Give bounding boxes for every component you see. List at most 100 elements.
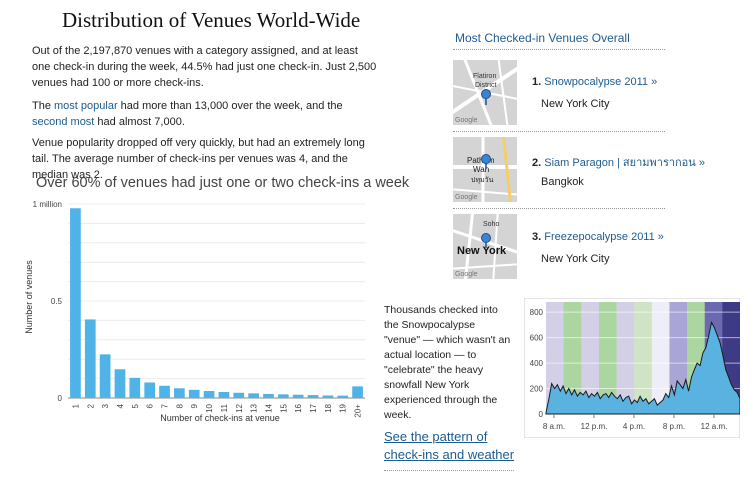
intro-paragraph: Out of the 2,197,870 venues with a categ… <box>32 45 377 89</box>
bar-x-tick-label: 3 <box>101 403 110 408</box>
bar-14[interactable] <box>263 393 274 398</box>
weather-band <box>598 302 618 414</box>
bar-18[interactable] <box>322 395 334 398</box>
bar-x-tick-label: 13 <box>250 403 259 412</box>
venue-3-rank: 3. <box>532 231 542 243</box>
map3-label-2: New York <box>457 245 507 257</box>
page-title: Distribution of Venues World-Wide <box>62 8 361 32</box>
checkins-weather-link[interactable]: See the pattern of check-ins and weather <box>384 429 515 462</box>
bar-x-axis-label: Number of check-ins at venue <box>160 413 280 423</box>
area-y-tick-label: 200 <box>530 385 544 394</box>
bar-x-tick-label: 17 <box>309 403 318 412</box>
venue-map-1[interactable]: Flatiron District Google <box>453 60 517 125</box>
bar-6[interactable] <box>144 382 156 398</box>
bar-20+[interactable] <box>352 386 363 398</box>
map-pin-icon <box>481 89 491 105</box>
bar-x-tick-label: 18 <box>324 403 333 412</box>
weather-band <box>669 302 688 414</box>
bar-1[interactable] <box>70 208 81 398</box>
bar-x-tick-label: 14 <box>264 403 273 412</box>
bar-x-tick-label: 2 <box>86 403 95 408</box>
bar-x-tick-label: 20+ <box>354 404 363 418</box>
link-divider <box>384 470 514 471</box>
snowpocalypse-caption: Thousands checked into the Snowpocalypse… <box>384 304 511 421</box>
bar-10[interactable] <box>203 391 215 398</box>
weather-band <box>651 302 670 414</box>
bar-19[interactable] <box>337 395 349 398</box>
bar-x-tick-label: 19 <box>339 403 348 412</box>
weather-band <box>616 302 635 414</box>
tail-paragraph: Venue popularity dropped off very quickl… <box>32 137 365 181</box>
weather-band <box>546 302 565 414</box>
bar-x-tick-label: 16 <box>294 403 303 412</box>
bar-x-tick-label: 15 <box>279 403 288 412</box>
bar-9[interactable] <box>188 389 200 398</box>
bar-17[interactable] <box>307 395 319 398</box>
map3-label-1: Soho <box>483 221 499 228</box>
bar-7[interactable] <box>159 385 170 398</box>
checkins-area-chart[interactable]: 0 200 400 600 800 8 a.m. 12 p.m. 4 p.m. 8 p.m. 1… <box>524 298 740 438</box>
venue-map-2[interactable]: Pathum Wan ปทุมวัน Google <box>453 137 517 202</box>
checkins-area <box>545 320 740 415</box>
bar-8[interactable] <box>174 388 185 398</box>
google-logo: Google <box>455 117 478 124</box>
map2-label-2: Wan <box>473 165 489 174</box>
bar-16[interactable] <box>292 394 304 398</box>
venue-2-rank: 2. <box>532 157 542 169</box>
area-y-tick-label: 400 <box>530 359 544 368</box>
area-y-tick-label: 0 <box>539 410 544 419</box>
bar-15[interactable] <box>277 394 289 398</box>
area-x-tick-label: 12 p.m. <box>581 422 608 431</box>
venue-divider <box>453 208 665 209</box>
area-x-tick-label: 8 p.m. <box>663 422 685 431</box>
bar-chart-title: Over 60% of venues had just one or two c… <box>36 175 410 191</box>
bar-11[interactable] <box>218 391 230 398</box>
bar-12[interactable] <box>233 392 245 398</box>
bar-2[interactable] <box>84 319 96 398</box>
bar-13[interactable] <box>248 393 259 398</box>
map-pin-icon <box>481 233 491 248</box>
google-logo: Google <box>455 194 478 201</box>
venue-3-title: 3. Freezepocalypse 2011 » <box>532 231 664 243</box>
area-x-tick-label: 4 p.m. <box>623 422 645 431</box>
venue-divider <box>453 131 665 132</box>
venue-2-title: 2. Siam Paragon | สยามพารากอน » <box>532 153 705 171</box>
map1-label-2: District <box>475 82 496 89</box>
bar-x-tick-label: 11 <box>220 403 229 412</box>
bar-y-axis-label: Number of venues <box>24 260 34 334</box>
p2-text-middle: had more than 13,000 over the week, and … <box>117 100 343 112</box>
venue-2-link[interactable]: Siam Paragon | สยามพารากอน » <box>544 157 705 169</box>
venue-1-title: 1. Snowpocalypse 2011 » <box>532 76 657 88</box>
bar-y-tick-label: 1 million <box>33 200 62 209</box>
map-pin-icon <box>481 154 491 169</box>
second-most-link[interactable]: second most <box>32 116 95 128</box>
sidebar-heading: Most Checked-in Venues Overall <box>455 31 630 45</box>
venue-3-link[interactable]: Freezepocalypse 2011 » <box>544 231 664 243</box>
sidebar-divider <box>453 49 665 50</box>
bar-x-tick-label: 9 <box>190 403 199 408</box>
bar-x-tick-label: 12 <box>235 403 244 412</box>
weather-band <box>581 302 600 414</box>
area-y-tick-label: 800 <box>530 308 544 317</box>
bar-y-tick-label: 0 <box>58 394 63 403</box>
p2-text-before: The <box>32 100 55 112</box>
area-x-tick-label: 12 a.m. <box>701 422 728 431</box>
p2-text-after: had almost 7,000. <box>94 116 185 128</box>
area-y-tick-label: 600 <box>530 334 544 343</box>
bar-x-tick-label: 1 <box>71 403 80 408</box>
bar-y-tick-label: 0.5 <box>51 297 63 306</box>
google-logo: Google <box>455 271 478 278</box>
venue-map-3[interactable]: Soho New York Google <box>453 214 517 279</box>
bar-x-tick-label: 7 <box>161 403 170 408</box>
bar-5[interactable] <box>129 377 141 398</box>
venue-3-city: New York City <box>541 253 610 265</box>
bar-3[interactable] <box>99 354 111 398</box>
map2-label-1: Pathum <box>467 156 495 165</box>
bar-4[interactable] <box>114 369 126 398</box>
map2-label-3: ปทุมวัน <box>471 176 494 184</box>
weather-band <box>634 302 653 414</box>
most-popular-link[interactable]: most popular <box>54 100 118 112</box>
bar-chart: 1 2 3 4 5 6 7 8 9 10 11 12 13 14 15 16 17 18 19 20+ 00.51 m… <box>24 200 365 423</box>
area-x-tick-label: 8 a.m. <box>543 422 565 431</box>
venue-1-link[interactable]: Snowpocalypse 2011 » <box>544 76 658 88</box>
